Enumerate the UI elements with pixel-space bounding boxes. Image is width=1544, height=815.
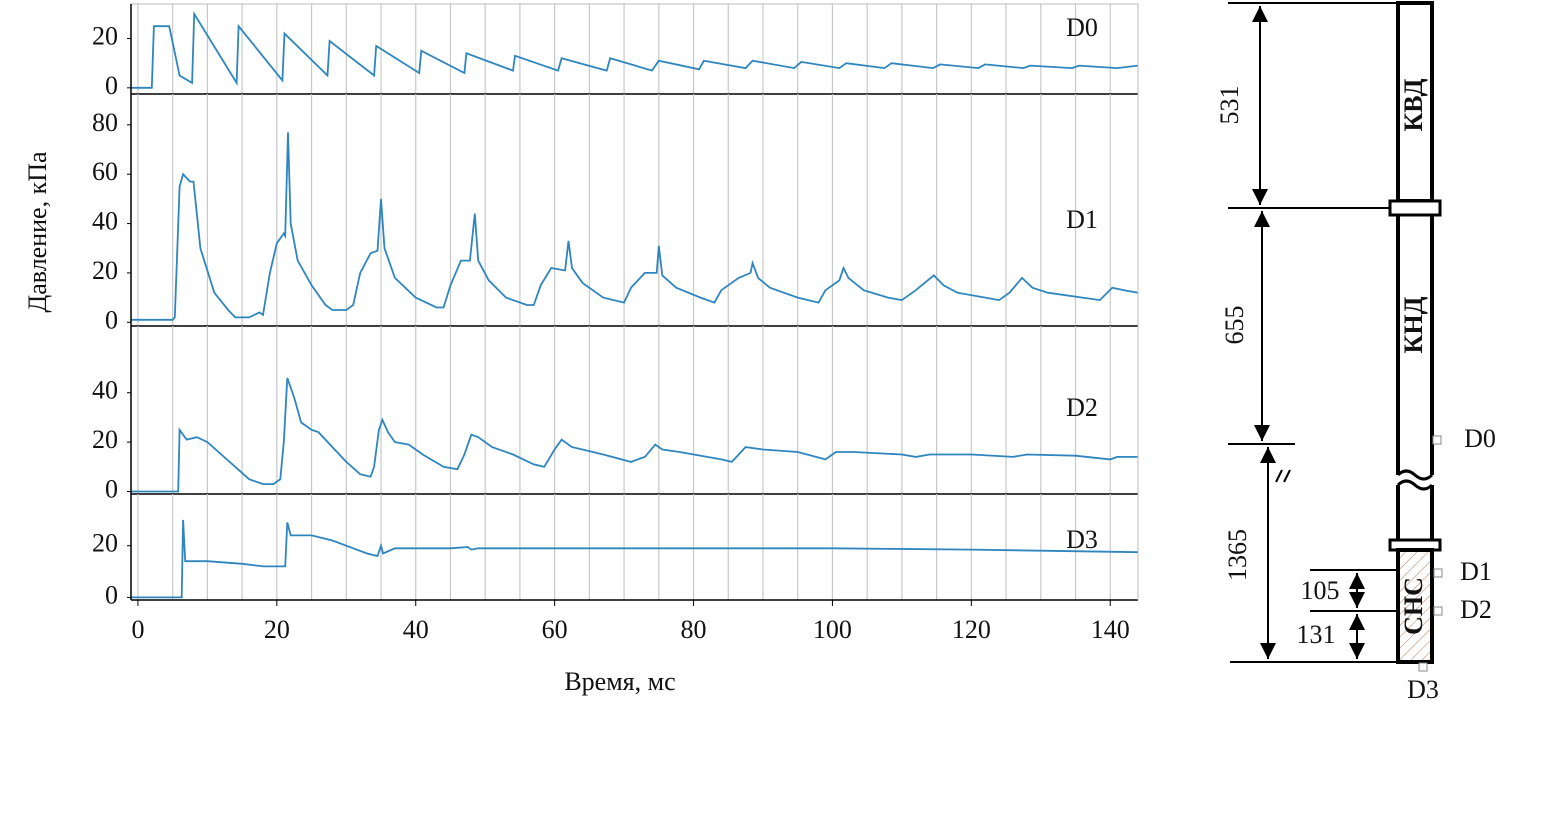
y-tick-label: 0 [105,71,118,100]
tube [1396,215,1434,475]
diagram: 531 КВД 655 КНД D0 СНС 1365 105 131 D1 D… [1215,1,1496,704]
tube [1396,485,1434,542]
dimension-label: 105 [1301,576,1340,605]
sensor [1433,606,1443,616]
y-tick-label: 60 [92,157,118,186]
tube [1396,1,1434,203]
x-tick-label: 80 [681,615,707,644]
x-tick-label: 120 [952,615,991,644]
y-tick-label: 20 [92,256,118,285]
y-tick-label: 20 [92,529,118,558]
sensor [1418,662,1428,672]
y-tick-label: 20 [92,21,118,50]
plots: 0 20 D0 0 20 40 60 80 D1 0 20 40 D2 0 20 D3 0 20 40 60 80 100… [92,3,1139,644]
sensor-label: D1 [1460,557,1492,586]
x-tick-label: 20 [264,615,290,644]
series-label: D1 [1066,205,1098,234]
break-mark [1275,469,1291,483]
x-tick-label: 40 [403,615,429,644]
y-tick-label: 0 [105,305,118,334]
y-tick-label: 40 [92,376,118,405]
dimension-label: 1365 [1223,529,1252,581]
x-tick-label: 0 [131,615,144,644]
data-line [131,10,1139,89]
sensor-label: D2 [1460,595,1492,624]
data-line [131,132,1139,321]
flange [1388,199,1442,217]
y-tick-label: 80 [92,108,118,137]
y-tick-label: 20 [92,425,118,454]
break [1396,469,1434,491]
sensor [1433,568,1443,578]
section-label: СНС [1399,577,1428,635]
sensor-label: D3 [1407,675,1439,704]
x-axis-label: Время, мс [564,667,675,696]
y-tick-label: 0 [105,580,118,609]
section-label: КВД [1399,78,1428,131]
series-label: D3 [1066,525,1098,554]
y-tick-label: 40 [92,207,118,236]
x-tick-label: 100 [813,615,852,644]
sensor-label: D0 [1464,424,1496,453]
series-label: D2 [1066,393,1098,422]
data-line [131,377,1138,493]
dimension-label: 131 [1297,620,1336,649]
y-axis-label: Давление, кПа [23,151,52,313]
sensor [1432,435,1442,445]
dimension-label: 531 [1215,86,1244,125]
data-line [131,519,1139,599]
x-tick-label: 60 [542,615,568,644]
y-tick-label: 0 [105,474,118,503]
section-label: КНД [1399,296,1428,353]
dimension-label: 655 [1220,306,1249,345]
x-tick-label: 140 [1091,615,1130,644]
series-label: D0 [1066,13,1098,42]
